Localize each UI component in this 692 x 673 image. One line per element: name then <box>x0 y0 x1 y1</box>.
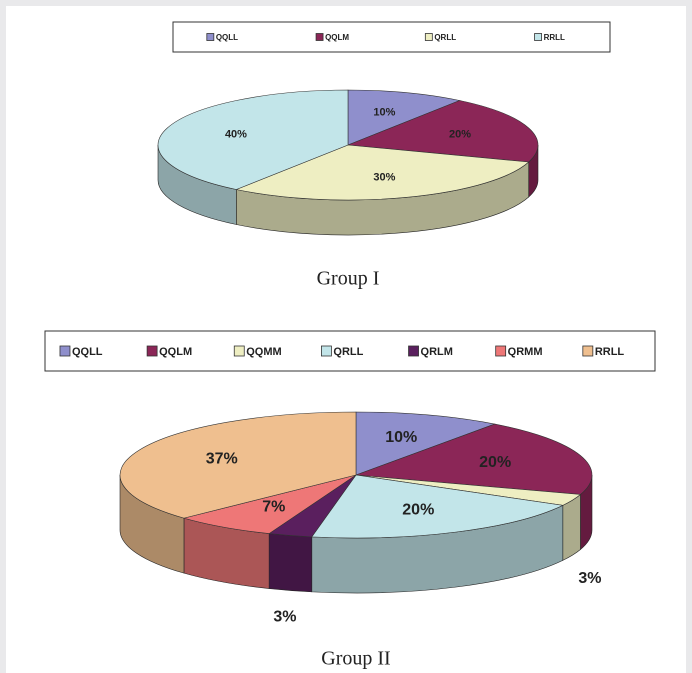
slice <box>235 144 530 201</box>
legend-label: QRLL <box>434 33 456 42</box>
legend-label: QQLL <box>72 346 103 358</box>
legend-label: QQLL <box>216 33 238 42</box>
data-label: 20% <box>479 454 511 471</box>
slice <box>157 89 349 190</box>
data-label: 20% <box>449 128 471 140</box>
legend-label: QRLM <box>421 346 453 358</box>
slice <box>355 411 496 476</box>
slice <box>119 411 357 519</box>
legend-swatch <box>206 33 215 41</box>
slice <box>311 474 564 539</box>
data-label: 10% <box>385 429 417 446</box>
slice <box>182 474 357 534</box>
data-label: 30% <box>373 171 395 183</box>
legend-label: QRMM <box>508 346 543 358</box>
legend-swatch <box>320 345 332 357</box>
slice <box>347 89 461 146</box>
legend-swatch <box>534 33 542 41</box>
data-label: 3% <box>273 609 296 626</box>
legend-label: QQLM <box>159 346 192 358</box>
legend-swatch <box>146 345 158 357</box>
legend-swatch <box>233 345 245 357</box>
caption: Group II <box>321 648 390 670</box>
data-label: 3% <box>578 570 601 587</box>
data-label: 20% <box>402 502 434 519</box>
legend-box <box>44 330 656 372</box>
data-label: 40% <box>225 128 247 140</box>
legend-label: RRLL <box>544 33 565 42</box>
slice <box>355 423 593 495</box>
caption: Group I <box>317 268 380 290</box>
data-label: 10% <box>373 106 395 118</box>
legend-swatch <box>59 345 71 357</box>
data-label: 7% <box>262 499 285 516</box>
legend-swatch <box>424 33 433 41</box>
data-label: 37% <box>206 451 238 468</box>
legend-swatch <box>582 345 594 357</box>
slice-side <box>268 533 313 593</box>
legend-swatch <box>315 33 324 41</box>
legend-swatch <box>495 345 507 357</box>
slice <box>347 100 539 163</box>
legend-swatch <box>408 345 419 357</box>
legend-label: QQLM <box>325 33 349 42</box>
legend-label: QRLL <box>333 346 363 358</box>
legend-label: QQMM <box>246 346 281 358</box>
legend-label: RRLL <box>595 346 625 358</box>
